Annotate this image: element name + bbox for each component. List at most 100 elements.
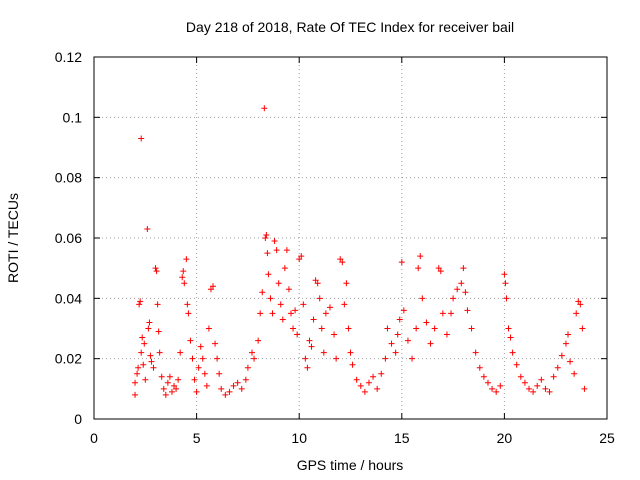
data-point — [318, 325, 325, 332]
data-point — [184, 301, 191, 308]
data-point — [257, 310, 264, 317]
data-point — [155, 328, 162, 335]
data-point — [394, 331, 401, 338]
x-tick-label: 15 — [394, 430, 410, 446]
x-tick-label: 25 — [599, 430, 615, 446]
data-point — [242, 376, 249, 383]
data-point — [138, 349, 145, 356]
data-point — [341, 301, 348, 308]
data-point — [135, 364, 142, 371]
data-point — [296, 256, 303, 263]
data-point — [349, 361, 356, 368]
data-point — [503, 295, 510, 302]
data-point — [251, 355, 258, 362]
data-point — [476, 364, 483, 371]
data-point — [173, 385, 180, 392]
data-point — [437, 268, 444, 275]
data-point — [571, 370, 578, 377]
data-point — [468, 325, 475, 332]
x-axis-label: GPS time / hours — [297, 457, 404, 473]
data-point — [316, 295, 323, 302]
data-point — [306, 337, 313, 344]
data-point — [565, 331, 572, 338]
y-tick-label: 0 — [74, 411, 82, 427]
data-point — [550, 373, 557, 380]
data-point — [273, 247, 280, 254]
data-point — [134, 370, 141, 377]
data-point — [261, 105, 268, 112]
x-tick-label: 0 — [90, 430, 98, 446]
data-point — [310, 316, 317, 323]
data-point — [142, 376, 149, 383]
data-point — [132, 379, 139, 386]
data-point — [322, 310, 329, 317]
data-point — [415, 265, 422, 272]
data-points — [132, 105, 588, 398]
data-point — [365, 379, 372, 386]
data-point — [577, 301, 584, 308]
data-point — [218, 385, 225, 392]
y-tick-label: 0.12 — [55, 49, 82, 65]
data-point — [146, 319, 153, 326]
data-point — [207, 286, 214, 293]
data-point — [171, 382, 178, 389]
data-point — [575, 298, 582, 305]
data-point — [187, 337, 194, 344]
data-point — [314, 280, 321, 287]
data-point — [501, 271, 508, 278]
data-point — [168, 388, 175, 395]
data-point — [238, 385, 245, 392]
data-point — [339, 259, 346, 266]
tick-labels: 0 5 10 15 20 25 0 0.02 0.04 0.06 0.08 0.1 0.12 — [55, 49, 615, 446]
data-point — [277, 301, 284, 308]
data-point — [156, 349, 163, 356]
data-point — [140, 361, 147, 368]
data-point — [300, 301, 307, 308]
data-point — [312, 277, 319, 284]
data-point — [534, 382, 541, 389]
data-point — [353, 376, 360, 383]
data-point — [448, 310, 455, 317]
data-point — [382, 355, 389, 362]
data-point — [431, 325, 438, 332]
data-point — [573, 310, 580, 317]
data-point — [180, 268, 187, 275]
data-point — [343, 280, 350, 287]
data-point — [138, 135, 145, 142]
data-point — [450, 295, 457, 302]
data-point — [197, 343, 204, 350]
data-point — [464, 307, 471, 314]
data-point — [507, 334, 514, 341]
data-point — [357, 382, 364, 389]
data-point — [181, 280, 188, 287]
data-point — [509, 349, 516, 356]
data-point — [505, 325, 512, 332]
data-point — [497, 382, 504, 389]
data-point — [462, 289, 469, 296]
y-tick-label: 0.04 — [55, 290, 82, 306]
data-point — [281, 265, 288, 272]
data-point — [337, 256, 344, 263]
data-point — [144, 225, 151, 232]
data-point — [554, 364, 561, 371]
data-point — [179, 274, 186, 281]
data-point — [185, 310, 192, 317]
data-point — [345, 325, 352, 332]
plot-frame — [93, 56, 608, 420]
data-point — [132, 391, 139, 398]
data-point — [347, 349, 354, 356]
data-point — [145, 325, 152, 332]
data-point — [298, 253, 305, 260]
data-point — [409, 355, 416, 362]
data-point — [423, 319, 430, 326]
y-tick-label: 0.08 — [55, 170, 82, 186]
data-point — [396, 316, 403, 323]
grid-lines — [94, 57, 607, 419]
data-point — [244, 364, 251, 371]
data-point — [212, 340, 219, 347]
y-axis-label: ROTI / TECUs — [5, 193, 21, 283]
data-point — [175, 376, 182, 383]
data-point — [302, 355, 309, 362]
data-point — [226, 388, 233, 395]
